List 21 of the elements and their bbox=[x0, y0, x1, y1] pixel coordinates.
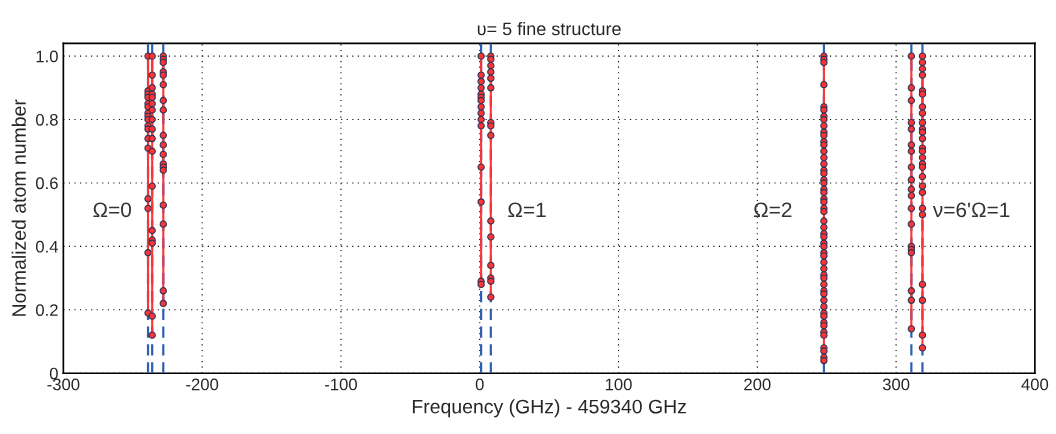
y-axis-title: Normalized atom number bbox=[11, 99, 26, 316]
y-tick-label: 0.2 bbox=[35, 304, 58, 317]
annotation: ν=6'Ω=1 bbox=[932, 202, 1010, 218]
y-tick-label: 0.8 bbox=[35, 113, 58, 126]
x-tick-label: 300 bbox=[882, 378, 910, 391]
x-tick-label: -300 bbox=[47, 378, 80, 391]
y-tick-label: 1.0 bbox=[36, 50, 58, 63]
x-tick-label: 400 bbox=[1021, 378, 1049, 391]
y-tick-label: 0.4 bbox=[35, 240, 59, 253]
x-tick-label: -100 bbox=[325, 378, 357, 391]
annotation: Ω=2 bbox=[754, 202, 792, 218]
x-tick-label: -200 bbox=[186, 378, 219, 391]
y-tick-label: 0.6 bbox=[35, 177, 58, 190]
annotation: Ω=1 bbox=[508, 202, 546, 218]
x-tick-label: 200 bbox=[744, 378, 771, 391]
chart-title: υ= 5 fine structure bbox=[477, 21, 621, 36]
x-tick-label: 0 bbox=[475, 378, 484, 391]
y-tick-label: 0 bbox=[49, 367, 58, 380]
x-tick-label: 100 bbox=[605, 378, 632, 391]
annotation: Ω=0 bbox=[93, 202, 132, 218]
x-axis-title: Frequency (GHz) - 459340 GHz bbox=[412, 399, 686, 418]
